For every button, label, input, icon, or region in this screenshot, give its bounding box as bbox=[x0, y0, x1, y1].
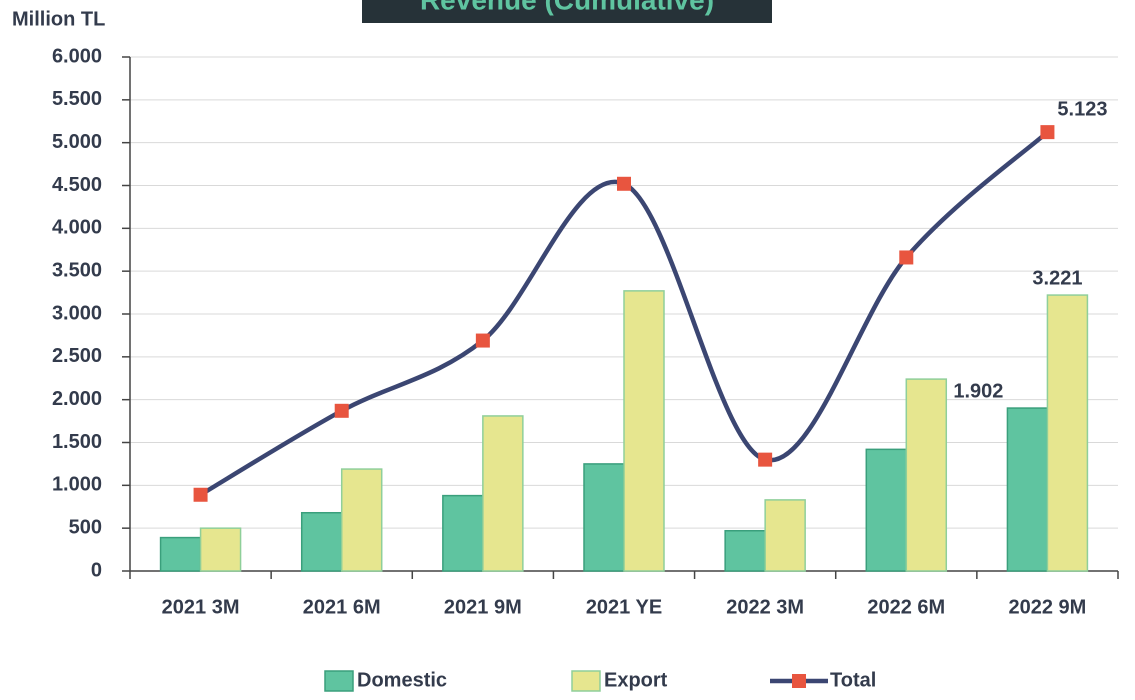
bar bbox=[300, 511, 343, 572]
x-tick-label: 2022 9M bbox=[1009, 596, 1087, 618]
bar bbox=[340, 468, 383, 572]
y-tick-label: 4.500 bbox=[52, 174, 102, 196]
x-tick-label: 2021 9M bbox=[444, 596, 522, 618]
marker bbox=[899, 250, 914, 265]
y-tick-label: 6.000 bbox=[52, 45, 102, 67]
y-tick-label: 5.500 bbox=[52, 88, 102, 110]
y-tick-label: 1.000 bbox=[52, 474, 102, 496]
marker bbox=[475, 333, 490, 348]
y-tick-label: 2.000 bbox=[52, 388, 102, 410]
y-tick-label: 4.000 bbox=[52, 217, 102, 239]
x-tick-label: 2022 6M bbox=[867, 596, 945, 618]
legend-label: Total bbox=[830, 669, 876, 691]
y-tick-label: 3.500 bbox=[52, 259, 102, 281]
marker bbox=[334, 403, 349, 418]
data-label: 5.123 bbox=[1057, 98, 1107, 120]
bar bbox=[865, 448, 908, 572]
chart-title: Revenue (Cumulative) bbox=[420, 0, 714, 15]
bar bbox=[583, 463, 625, 572]
bar bbox=[623, 290, 665, 572]
bar bbox=[199, 527, 242, 572]
data-label: 1.902 bbox=[953, 380, 1003, 402]
legend-label: Export bbox=[604, 669, 668, 691]
bar bbox=[905, 378, 948, 572]
legend-swatch bbox=[792, 674, 806, 688]
marker bbox=[617, 176, 631, 191]
legend-label: Domestic bbox=[357, 669, 447, 691]
legend-swatch bbox=[324, 670, 354, 692]
bar bbox=[724, 529, 766, 572]
y-tick-label: 3.000 bbox=[52, 302, 102, 324]
y-tick-label: 2.500 bbox=[52, 345, 102, 367]
legend-swatch bbox=[571, 670, 601, 692]
title-box bbox=[362, 0, 772, 23]
x-tick-label: 2021 6M bbox=[303, 596, 381, 618]
y-tick-label: 1.500 bbox=[52, 431, 102, 453]
marker bbox=[758, 452, 773, 467]
bar bbox=[159, 536, 202, 572]
x-tick-label: 2022 3M bbox=[726, 596, 804, 618]
bar bbox=[764, 499, 806, 572]
data-label: 3.221 bbox=[1032, 267, 1082, 289]
bar bbox=[482, 415, 524, 572]
marker bbox=[1040, 125, 1055, 140]
bar bbox=[442, 494, 484, 572]
y-tick-label: 500 bbox=[69, 516, 102, 538]
bar bbox=[1046, 294, 1089, 572]
x-tick-label: 2021 3M bbox=[162, 596, 240, 618]
y-axis-label: Million TL bbox=[12, 8, 105, 30]
marker bbox=[193, 487, 208, 502]
bar bbox=[1006, 407, 1049, 572]
x-tick-label: 2021 YE bbox=[586, 596, 662, 618]
y-tick-label: 0 bbox=[91, 559, 102, 581]
y-tick-label: 5.000 bbox=[52, 131, 102, 153]
